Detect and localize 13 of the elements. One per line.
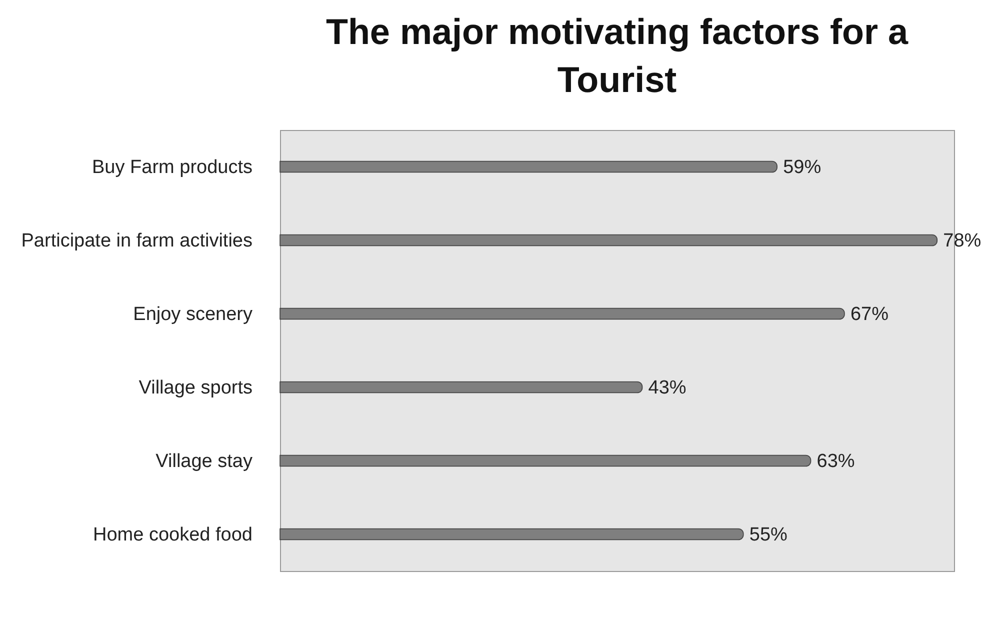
y-tick-label: Enjoy scenery [133,304,253,325]
y-tick-label: Village sports [138,377,252,398]
y-tick-label: Participate in farm activities [21,230,252,252]
data-label: 78% [943,230,982,252]
y-tick-label: Home cooked food [93,524,252,546]
chart-title: The major motivating factors for a Tourist [326,11,910,100]
y-tick-label: Buy Farm products [92,156,252,178]
data-label: 59% [783,156,822,178]
data-label: 43% [648,377,686,398]
data-label: 67% [850,304,889,325]
data-label: 63% [816,450,855,472]
data-label: 55% [749,524,788,546]
y-tick-label: Village stay [156,450,253,472]
